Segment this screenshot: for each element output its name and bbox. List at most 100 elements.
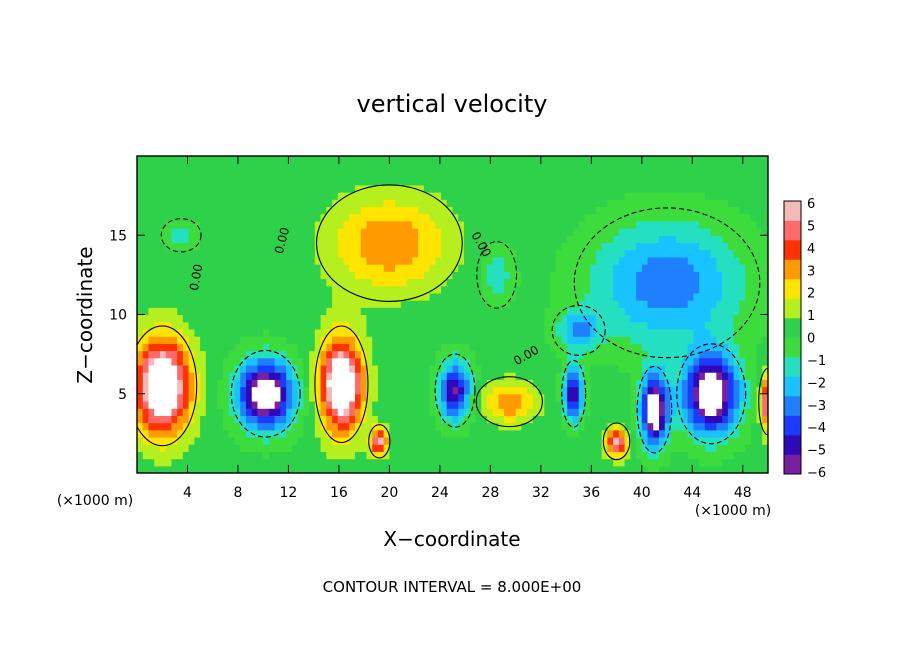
- heatmap-cell: [550, 328, 557, 337]
- heatmap-cell: [624, 192, 631, 200]
- heatmap-cell: [492, 357, 499, 366]
- heatmap-cell: [194, 429, 201, 438]
- heatmap-cell: [263, 321, 270, 330]
- heatmap-cell: [194, 199, 201, 208]
- heatmap-cell: [377, 249, 385, 258]
- heatmap-cell: [343, 256, 350, 265]
- heatmap-cell: [469, 415, 477, 424]
- heatmap-cell: [561, 235, 568, 244]
- heatmap-cell: [492, 264, 499, 272]
- heatmap-cell: [165, 350, 173, 359]
- heatmap-cell: [205, 400, 213, 409]
- heatmap-cell: [555, 206, 563, 215]
- heatmap-cell: [452, 249, 459, 258]
- heatmap-cell: [710, 292, 717, 301]
- heatmap-cell: [584, 422, 591, 431]
- heatmap-cell: [647, 184, 654, 193]
- heatmap-cell: [601, 199, 608, 208]
- heatmap-cell: [750, 465, 758, 473]
- heatmap-cell: [710, 170, 717, 179]
- heatmap-cell: [664, 163, 672, 171]
- heatmap-cell: [223, 393, 230, 402]
- heatmap-cell: [177, 163, 184, 171]
- heatmap-cell: [475, 163, 482, 171]
- heatmap-cell: [366, 292, 373, 301]
- heatmap-cell: [750, 271, 758, 280]
- heatmap-cell: [148, 163, 155, 171]
- heatmap-cell: [251, 278, 259, 287]
- heatmap-cell: [590, 314, 597, 323]
- heatmap-cell: [234, 199, 241, 208]
- heatmap-cell: [389, 314, 396, 323]
- heatmap-cell: [681, 242, 689, 251]
- heatmap-cell: [309, 235, 316, 244]
- heatmap-cell: [544, 328, 551, 337]
- heatmap-cell: [377, 408, 385, 416]
- heatmap-cell: [205, 220, 213, 229]
- heatmap-cell: [716, 256, 723, 265]
- heatmap-cell: [309, 465, 316, 473]
- heatmap-cell: [171, 393, 178, 402]
- heatmap-cell: [182, 170, 190, 179]
- heatmap-cell: [475, 285, 482, 294]
- heatmap-cell: [722, 336, 729, 344]
- heatmap-cell: [687, 307, 695, 316]
- heatmap-cell: [527, 379, 534, 388]
- heatmap-cell: [578, 386, 586, 395]
- heatmap-cell: [217, 300, 224, 308]
- heatmap-cell: [171, 458, 178, 467]
- heatmap-cell: [366, 415, 373, 424]
- heatmap-cell: [521, 256, 528, 265]
- heatmap-cell: [664, 364, 672, 373]
- heatmap-cell: [200, 220, 207, 229]
- heatmap-cell: [762, 350, 768, 359]
- heatmap-cell: [458, 408, 465, 416]
- heatmap-cell: [274, 199, 282, 208]
- heatmap-cell: [412, 256, 419, 265]
- heatmap-cell: [481, 458, 488, 467]
- heatmap-cell: [268, 278, 276, 287]
- heatmap-cell: [756, 364, 763, 373]
- heatmap-cell: [337, 170, 345, 179]
- downdraft-contour: [230, 349, 301, 438]
- heatmap-cell: [722, 343, 729, 352]
- heatmap-cell: [561, 177, 568, 186]
- heatmap-cell: [251, 458, 259, 467]
- heatmap-cell: [182, 357, 190, 366]
- heatmap-cell: [223, 321, 230, 330]
- heatmap-cell: [314, 393, 322, 402]
- heatmap-cell: [389, 465, 396, 473]
- heatmap-cell: [228, 271, 236, 280]
- heatmap-cell: [641, 314, 649, 323]
- heatmap-cell: [154, 307, 161, 316]
- heatmap-cell: [670, 415, 677, 424]
- heatmap-cell: [217, 285, 224, 294]
- heatmap-cell: [194, 379, 201, 388]
- heatmap-cell: [595, 307, 603, 316]
- heatmap-cell: [297, 386, 304, 395]
- heatmap-cell: [406, 393, 413, 402]
- heatmap-cell: [578, 422, 586, 431]
- heatmap-cell: [492, 379, 499, 388]
- heatmap-cell: [303, 228, 310, 236]
- heatmap-cell: [567, 408, 574, 416]
- heatmap-cell: [326, 228, 333, 236]
- heatmap-cell: [400, 436, 408, 445]
- heatmap-cell: [446, 429, 454, 438]
- heatmap-cell: [739, 321, 746, 330]
- heatmap-cell: [572, 156, 580, 164]
- heatmap-cell: [567, 465, 574, 473]
- heatmap-cell: [659, 170, 666, 179]
- heatmap-cell: [567, 256, 574, 265]
- heatmap-cell: [154, 170, 161, 179]
- heatmap-cell: [383, 278, 390, 287]
- heatmap-cell: [406, 364, 413, 373]
- heatmap-cell: [395, 451, 402, 460]
- heatmap-cell: [268, 199, 276, 208]
- heatmap-cell: [481, 170, 488, 179]
- heatmap-cell: [727, 278, 735, 287]
- heatmap-cell: [446, 249, 454, 258]
- heatmap-cell: [286, 321, 293, 330]
- heatmap-cell: [354, 429, 362, 438]
- contour-label: 0.00: [187, 263, 205, 292]
